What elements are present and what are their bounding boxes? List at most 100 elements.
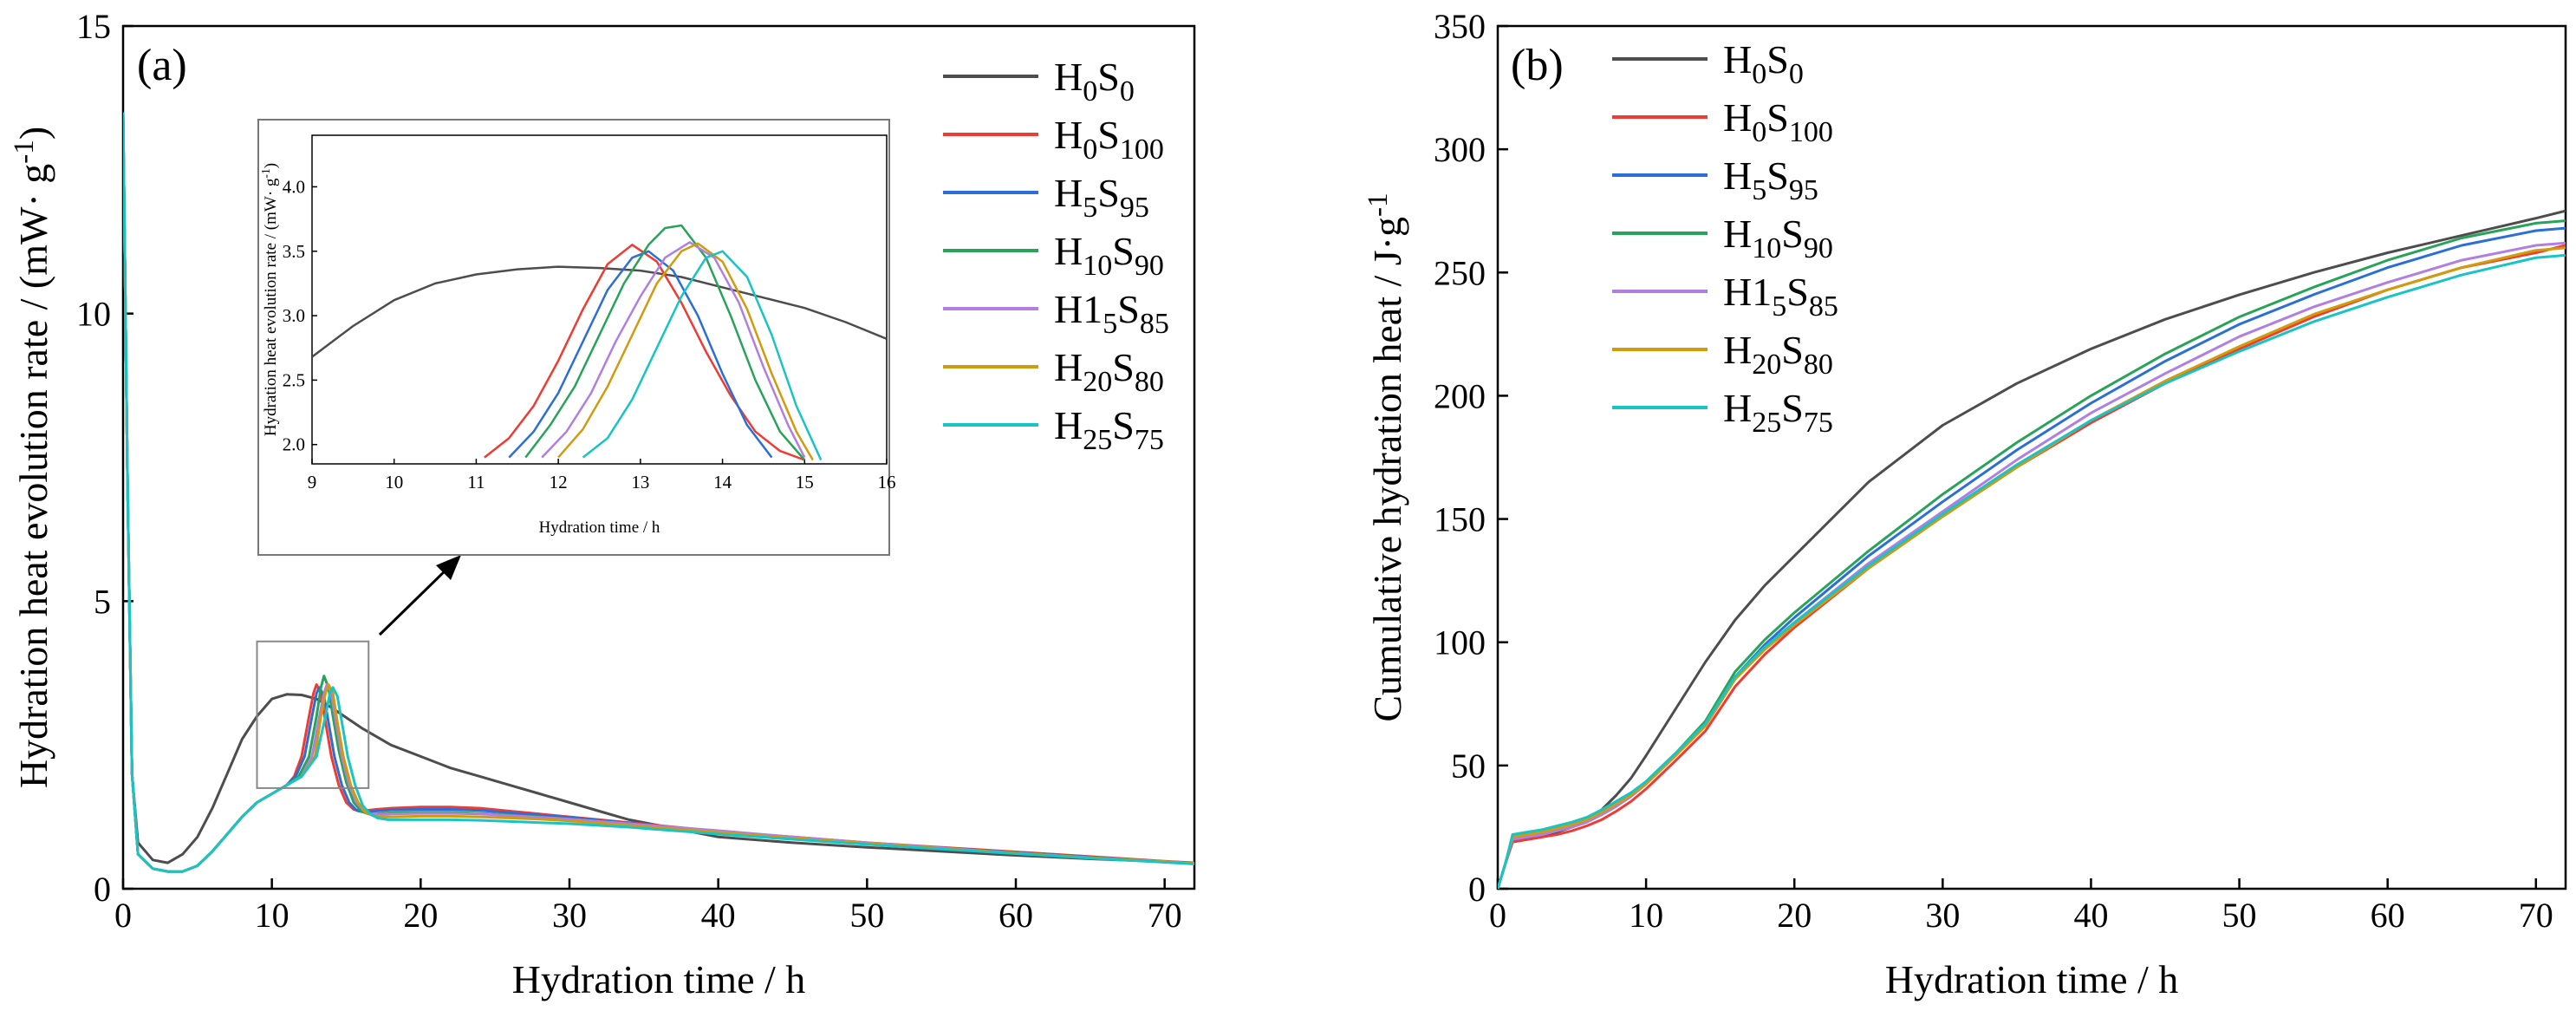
series-line-h15s85: [1498, 241, 2566, 889]
legend-mid: S: [1097, 113, 1120, 157]
legend-base: H: [1723, 37, 1752, 82]
legend-sub: 5: [1083, 192, 1097, 224]
legend-sub: 0: [1752, 116, 1766, 148]
panel-b-series: [1498, 209, 2566, 889]
panel-b-label: (b): [1511, 41, 1564, 90]
y-axis-title-tail: ): [11, 127, 55, 140]
y-tick-label: 15: [76, 7, 111, 46]
y-tick-label: 100: [1434, 623, 1486, 662]
series-line-h25s75: [123, 112, 1194, 873]
inset-plot-frame: [311, 134, 888, 465]
legend-mid: S: [1112, 229, 1135, 273]
panel-a-inset: 9 10 11 12 13 14 15 162.02.53.03.54.0Hydration …: [257, 119, 896, 556]
legend-sub: 90: [1135, 250, 1164, 282]
series-line-h10s90: [524, 224, 806, 461]
legend-entry: H20S80: [1054, 345, 1164, 398]
y-tick-label: 10: [76, 295, 111, 334]
x-tick-label: 14: [713, 472, 732, 492]
y-tick-label: 2.5: [283, 369, 305, 390]
legend-base: H: [1054, 345, 1083, 389]
series-line-h25s75: [1498, 253, 2566, 889]
series-line-h0s0: [1498, 209, 2566, 889]
panel-a-frame: [121, 24, 1196, 890]
x-tick-label: 50: [2222, 896, 2257, 935]
legend-sub: 10: [1083, 250, 1112, 282]
legend-entry: H25S75: [1054, 403, 1164, 456]
legend-mid: S: [1786, 270, 1809, 314]
y-tick-label: 4.0: [283, 176, 305, 197]
x-tick-label: 40: [701, 896, 736, 935]
y-axis-title-tail: ): [262, 163, 280, 168]
legend-sub: 20: [1083, 366, 1112, 398]
legend-entry: H10S90: [1723, 212, 1833, 264]
legend-entry: H25S75: [1723, 386, 1833, 439]
panel-b-frame: [1496, 24, 2567, 890]
x-tick-label: 0: [114, 896, 132, 935]
legend-sub: 25: [1083, 424, 1112, 456]
legend-base: H: [1723, 95, 1752, 140]
legend-sub: 0: [1752, 58, 1766, 90]
x-tick-label: 30: [552, 896, 587, 935]
x-tick-label: 16: [878, 472, 896, 492]
legend-sub: 5: [1103, 308, 1117, 340]
legend-sub: 10: [1752, 232, 1781, 264]
zoom-region-box: [256, 640, 370, 789]
legend-sub: 100: [1120, 134, 1164, 166]
x-tick-label: 20: [403, 896, 438, 935]
y-tick-label: 0: [94, 870, 111, 909]
legend-sub: 75: [1804, 407, 1833, 439]
legend-entry: H5S95: [1054, 171, 1149, 224]
y-axis-title-sup: -1: [259, 168, 272, 179]
legend-mid: S: [1097, 55, 1120, 99]
legend-base: H: [1723, 212, 1752, 256]
legend-sub: 95: [1120, 192, 1149, 224]
y-tick-label: 250: [1434, 253, 1486, 292]
inset-outer-frame: [257, 119, 890, 556]
legend-sub: 80: [1804, 349, 1833, 381]
legend-sub: 85: [1809, 290, 1838, 323]
legend-base: H: [1723, 386, 1752, 430]
legend-sub: 20: [1752, 349, 1781, 381]
x-tick-label: 12: [550, 472, 568, 492]
x-tick-label: 60: [2371, 896, 2405, 935]
x-tick-label: 0: [1489, 896, 1506, 935]
y-axis-title-sup: -1: [1362, 192, 1394, 217]
y-axis-title: Hydration heat evolution rate / (mW· g-1…: [259, 163, 280, 436]
legend-base: H1: [1054, 287, 1103, 331]
legend-entry: H10S90: [1054, 229, 1164, 282]
legend-base: H: [1054, 113, 1083, 157]
zoom-arrow-shaft: [378, 564, 452, 636]
series-line-h0s0: [312, 265, 887, 358]
legend-sub: 0: [1083, 75, 1097, 108]
legend-sub: 5: [1772, 290, 1786, 323]
legend-sub: 100: [1789, 116, 1833, 148]
x-tick-label: 70: [2519, 896, 2553, 935]
x-tick-label: 10: [385, 472, 403, 492]
panel-b: (b) 0 10 20 30 40 50 60 70050100150200250300350…: [1362, 7, 2567, 1001]
y-axis-title-main: Cumulative hydration heat / J·g: [1365, 217, 1409, 722]
y-tick-label: 3.5: [283, 241, 305, 262]
series-line-h0s100: [1498, 244, 2566, 889]
legend-entry: H0S100: [1054, 113, 1164, 166]
y-tick-label: 50: [1451, 747, 1486, 786]
legend-sub: 0: [1083, 134, 1097, 166]
y-axis-title: Hydration heat evolution rate / (mW· g-1…: [8, 127, 55, 788]
series-line-h5s95: [508, 250, 773, 459]
y-tick-label: 300: [1434, 130, 1486, 169]
y-tick-label: 3.0: [283, 305, 305, 326]
legend-mid: S: [1766, 95, 1789, 140]
x-axis-title: Hydration time / h: [539, 519, 660, 537]
legend-base: H: [1054, 229, 1083, 273]
y-tick-label: 150: [1434, 500, 1486, 539]
y-axis-title-sup: -1: [8, 140, 40, 164]
legend-mid: S: [1117, 287, 1140, 331]
x-tick-label: 13: [631, 472, 649, 492]
legend-sub: 5: [1752, 174, 1766, 206]
legend-sub: 80: [1135, 366, 1164, 398]
y-tick-label: 5: [94, 582, 111, 621]
legend-mid: S: [1781, 328, 1804, 372]
y-axis-title-main: Hydration heat evolution rate / (mW· g: [11, 164, 55, 788]
